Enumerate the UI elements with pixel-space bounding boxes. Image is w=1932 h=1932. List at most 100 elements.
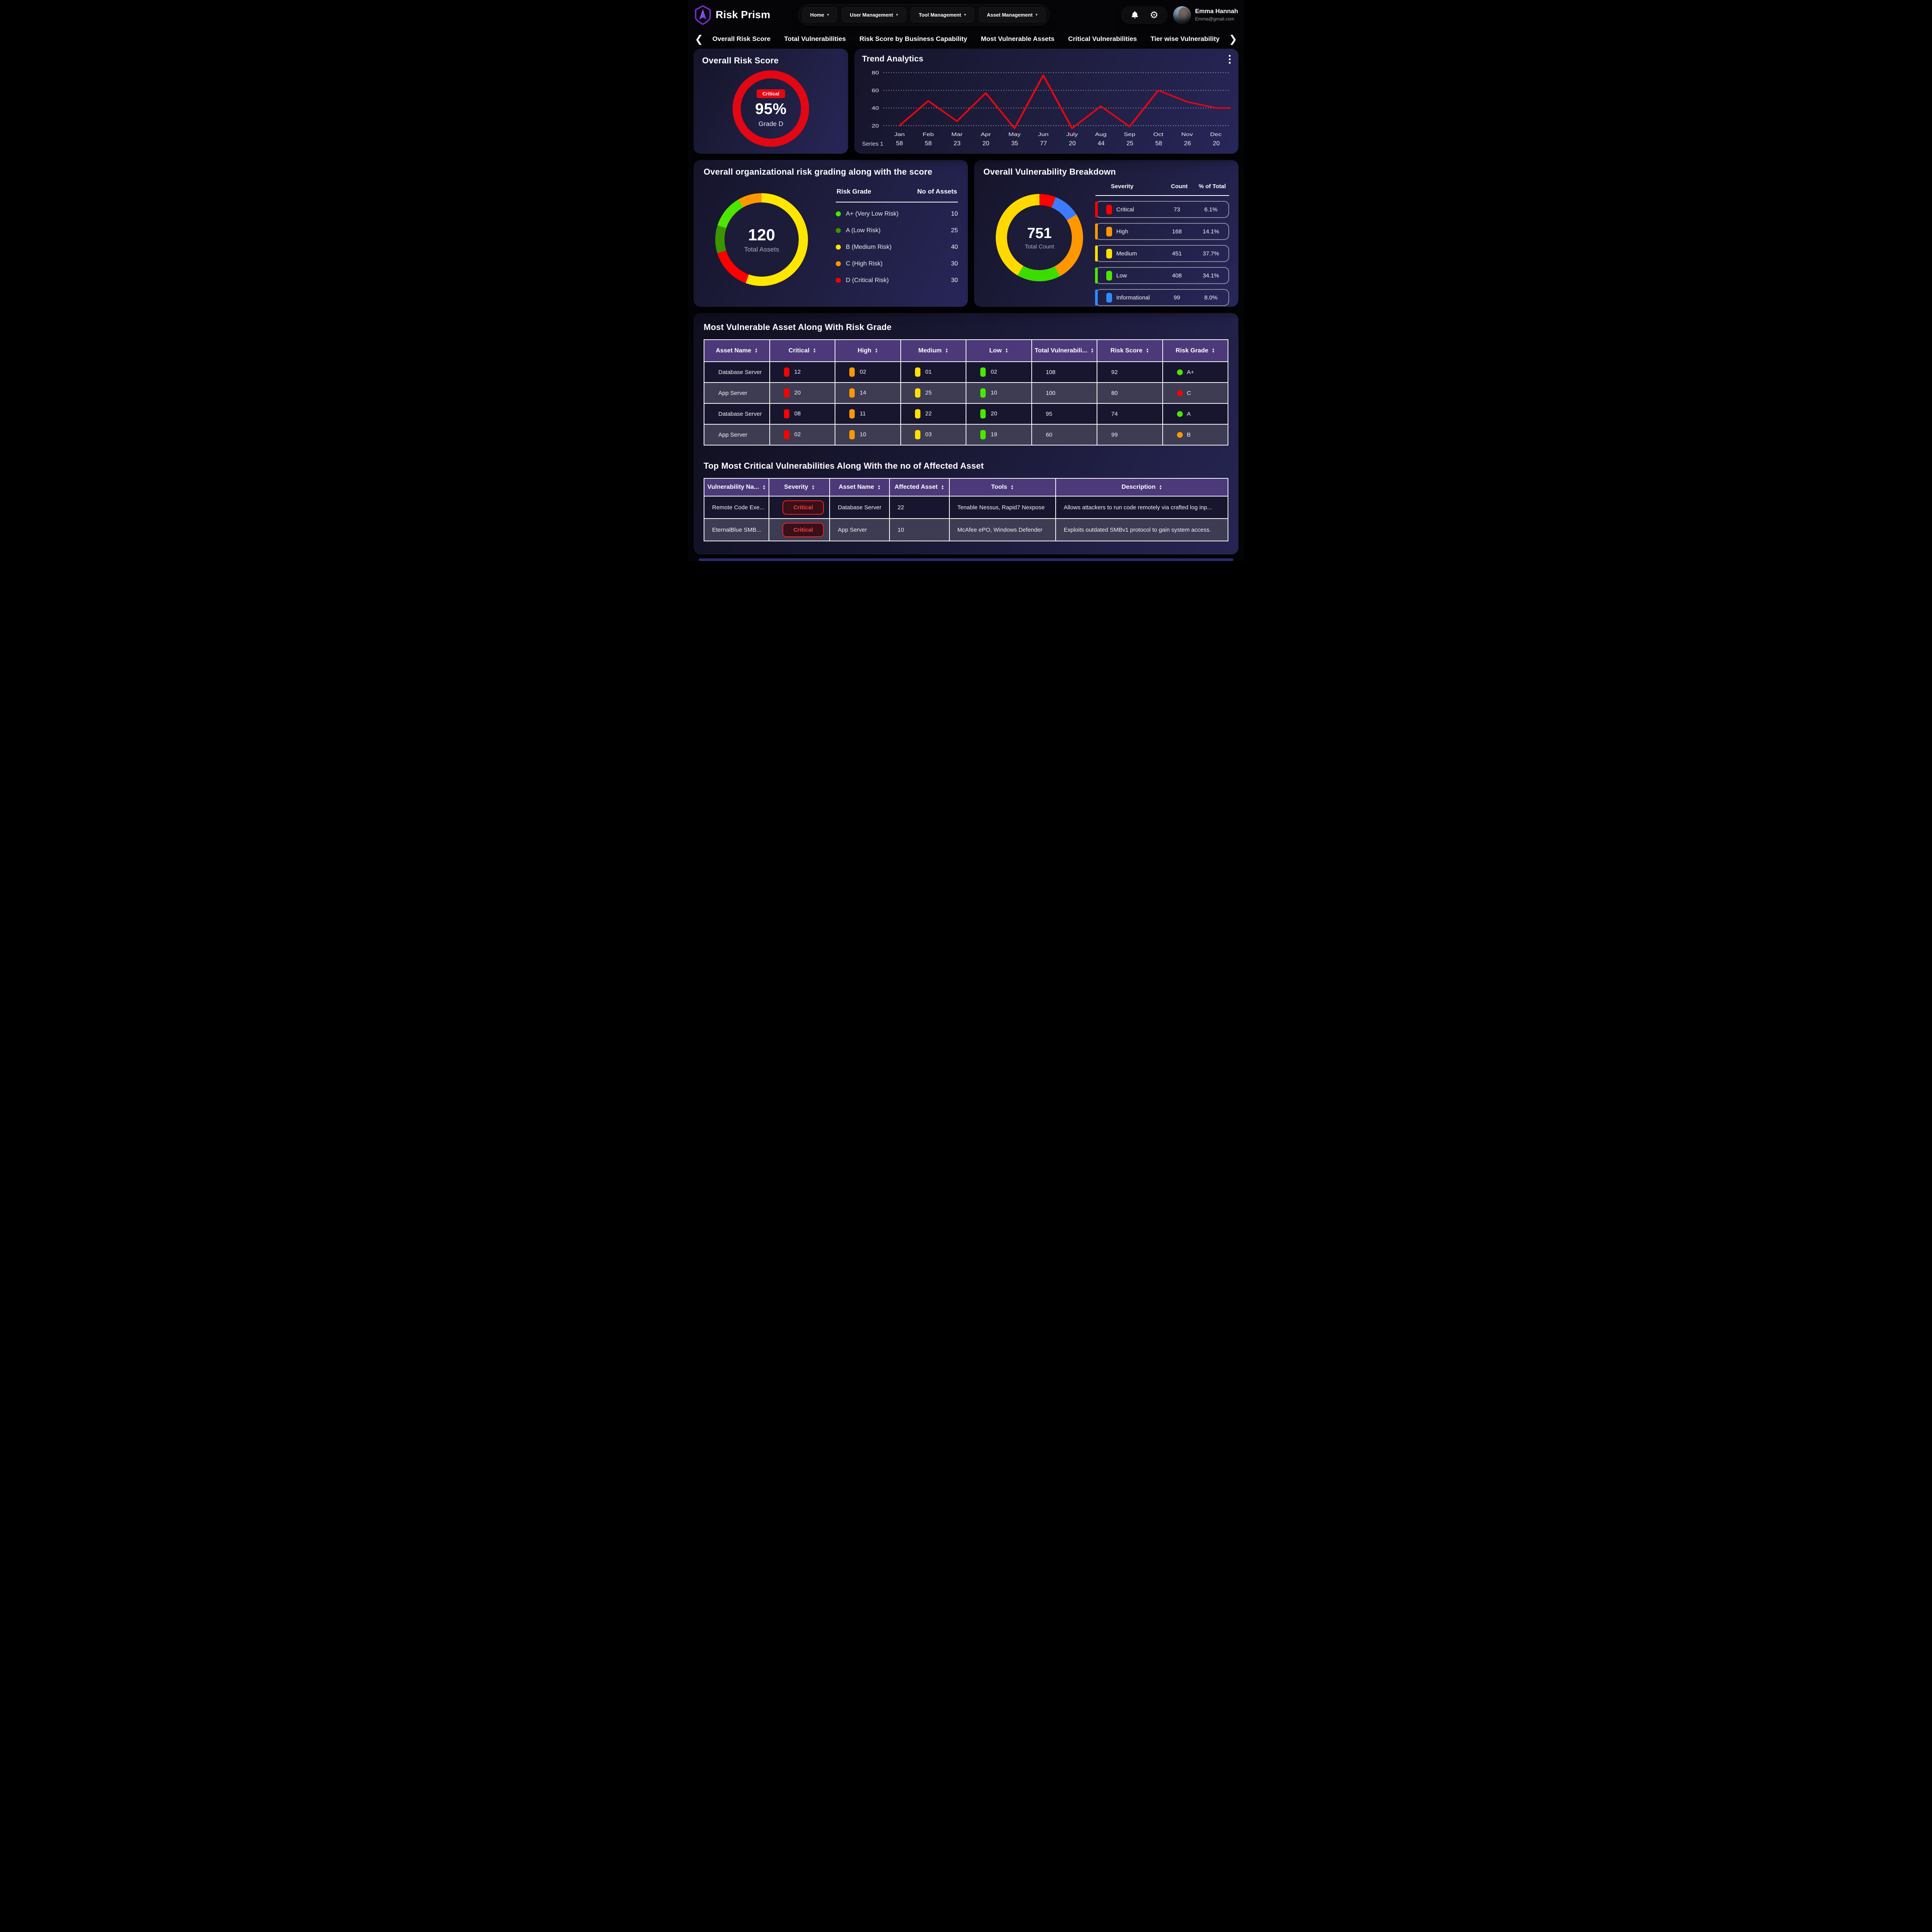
horizontal-scrollbar[interactable] [699, 558, 1233, 561]
legend-dot-icon [836, 245, 841, 250]
severity-chip-icon [1106, 270, 1112, 281]
breakdown-row-critical: Critical 73 6.1% [1095, 201, 1229, 218]
series-value: 44 [1097, 140, 1105, 147]
notifications-bell-icon[interactable] [1130, 10, 1139, 20]
column-header-risk-score[interactable]: Risk Score ▲ ▼ [1097, 339, 1163, 362]
sort-arrows-icon: ▲ ▼ [1005, 347, 1009, 354]
column-header-tools[interactable]: Tools ▲ ▼ [949, 478, 1056, 497]
risk-grade-label: Grade D [758, 120, 784, 128]
grade-dot-icon [1177, 369, 1183, 376]
sort-arrows-icon: ▲ ▼ [762, 484, 766, 490]
severity-label: Informational [1106, 293, 1160, 303]
cell-grade: C [1162, 382, 1228, 404]
nav-item-home[interactable]: Home ▾ [802, 7, 837, 22]
total-assets-value: 120 [748, 226, 776, 244]
column-header-affected-asset[interactable]: Affected Asset ▲ ▼ [889, 478, 950, 497]
severity-percent: 34.1% [1202, 272, 1219, 279]
column-header-asset-name[interactable]: Asset Name ▲ ▼ [829, 478, 890, 497]
nav-item-label: Asset Management [986, 12, 1033, 18]
severity-chip-icon [849, 430, 855, 439]
tables-card: Most Vulnerable Asset Along With Risk Gr… [694, 313, 1238, 554]
tab-critical-vulnerabilities[interactable]: Critical Vulnerabilities [1068, 35, 1137, 43]
table-header-row: Vulnerability Na... ▲ ▼ Severity ▲ ▼ Asset Nam… [703, 478, 1229, 497]
svg-text:July: July [1066, 132, 1078, 138]
trend-menu-kebab-icon[interactable] [1229, 55, 1231, 64]
sort-arrows-icon: ▲ ▼ [755, 347, 758, 354]
series-value: 20 [1213, 140, 1220, 147]
chevron-down-icon: ▾ [964, 13, 966, 17]
cell-severity: Critical [769, 496, 830, 519]
cell-value: 20 [991, 410, 997, 417]
vulnerability-donut-chart: 751 Total Count [996, 194, 1083, 281]
app-title: Risk Prism [716, 9, 770, 20]
cell-high: 02 [835, 361, 901, 383]
severity-percent: 37.7% [1202, 250, 1219, 257]
severity-chip-icon [784, 367, 789, 377]
cell-value: 20 [794, 389, 801, 396]
series-values: 58 58 23 20 35 77 20 44 25 58 26 20 [885, 140, 1231, 147]
severity-chip-icon [1106, 226, 1112, 236]
grade-dot-icon [1177, 432, 1183, 438]
most-vulnerable-assets-table: Asset Name ▲ ▼ Critical ▲ ▼ High ▲ ▼ Medium ▲ ▼ Low ▲… [704, 339, 1228, 446]
quick-actions: ⚙ [1121, 6, 1168, 24]
legend-count: 40 [951, 243, 958, 250]
table-row: App Server 20 14 25 10 100 80 C [704, 382, 1228, 404]
cell-value: 10 [991, 389, 997, 396]
series-value: 35 [1011, 140, 1018, 147]
tab-overall-risk-score[interactable]: Overall Risk Score [712, 35, 771, 43]
cell-description: Allows attackers to run code remotely vi… [1055, 496, 1229, 519]
legend-count: 25 [951, 227, 958, 234]
column-header-asset-name[interactable]: Asset Name ▲ ▼ [704, 339, 770, 362]
severity-count: 99 [1173, 294, 1180, 301]
column-header-risk-grade[interactable]: Risk Grade ▲ ▼ [1162, 339, 1228, 362]
legend-row-c-high-risk: C (High Risk) 30 [836, 255, 958, 272]
tabs-scroll-right-icon[interactable]: ❯ [1227, 34, 1239, 44]
user-profile[interactable]: Emma Hannah Emma@gmail.com [1173, 6, 1238, 24]
cell-medium: 25 [900, 382, 966, 404]
tab-most-vulnerable-assets[interactable]: Most Vulnerable Assets [981, 35, 1054, 43]
nav-item-tool-management[interactable]: Tool Management ▾ [910, 7, 974, 22]
severity-chip-icon [849, 409, 855, 418]
cell-score: 92 [1097, 361, 1163, 383]
tabs-scroll-left-icon[interactable]: ❮ [693, 34, 705, 44]
sort-arrows-icon: ▲ ▼ [941, 484, 944, 490]
risk-score-ring: Critical 95% Grade D [733, 70, 809, 147]
breakdown-row-informational: Informational 99 8.0% [1095, 289, 1229, 306]
column-header-label: Tools [991, 484, 1007, 490]
severity-label: Low [1106, 270, 1160, 281]
section-tabs-bar: ❮ Overall Risk Score Total Vulnerabilitie… [688, 29, 1244, 46]
nav-item-user-management[interactable]: User Management ▾ [842, 7, 906, 22]
cell-score: 80 [1097, 382, 1163, 404]
severity-percent: 14.1% [1202, 228, 1219, 235]
nav-item-asset-management[interactable]: Asset Management ▾ [978, 7, 1046, 22]
sort-arrows-icon: ▲ ▼ [878, 484, 881, 490]
cell-name: EternalBlue SMB... [703, 518, 770, 541]
asset-table-title: Most Vulnerable Asset Along With Risk Gr… [704, 322, 892, 332]
svg-text:20: 20 [872, 123, 879, 129]
legend-label: C (High Risk) [846, 260, 883, 267]
severity-chip-icon [980, 430, 986, 439]
svg-text:Jun: Jun [1038, 132, 1048, 138]
grading-title: Overall organizational risk grading alon… [704, 167, 932, 177]
column-header-vulnerability-na[interactable]: Vulnerability Na... ▲ ▼ [703, 478, 770, 497]
column-header-critical[interactable]: Critical ▲ ▼ [769, 339, 835, 362]
column-header-high[interactable]: High ▲ ▼ [835, 339, 901, 362]
tab-total-vulnerabilities[interactable]: Total Vulnerabilities [784, 35, 846, 43]
svg-text:Apr: Apr [981, 132, 991, 138]
risk-grading-card: Overall organizational risk grading alon… [694, 160, 968, 307]
cell-grade: A [1162, 403, 1228, 425]
table-row: App Server 02 10 03 19 60 99 B [704, 424, 1228, 446]
column-header-description[interactable]: Description ▲ ▼ [1055, 478, 1229, 497]
sort-arrows-icon: ▲ ▼ [1159, 484, 1162, 490]
column-header-total-vulnerabili[interactable]: Total Vulnerabili... ▲ ▼ [1031, 339, 1097, 362]
column-header-low[interactable]: Low ▲ ▼ [966, 339, 1032, 362]
column-header-medium[interactable]: Medium ▲ ▼ [900, 339, 966, 362]
settings-gear-icon[interactable]: ⚙ [1150, 9, 1158, 20]
tab-risk-score-by-business-capability[interactable]: Risk Score by Business Capability [859, 35, 968, 43]
column-header-severity[interactable]: Severity ▲ ▼ [769, 478, 830, 497]
severity-chip-icon [915, 388, 920, 398]
severity-chip-icon [915, 430, 920, 439]
severity-chip-icon [980, 367, 986, 377]
tab-tier-wise-vulnerability[interactable]: Tier wise Vulnerability [1150, 35, 1220, 43]
cell-asset: App Server [704, 424, 770, 446]
